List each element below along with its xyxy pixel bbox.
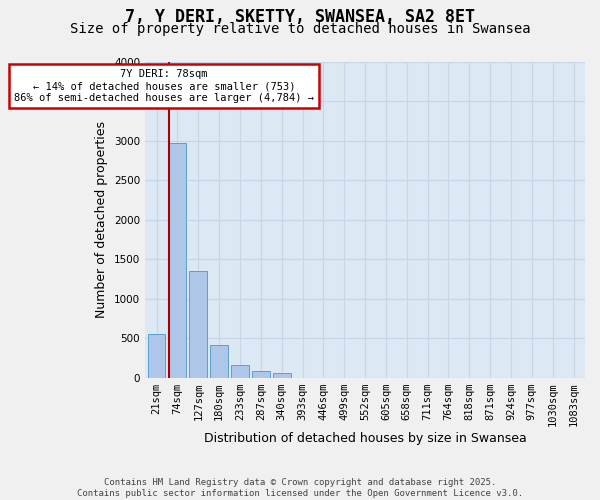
X-axis label: Distribution of detached houses by size in Swansea: Distribution of detached houses by size …: [204, 432, 526, 445]
Text: 7, Y DERI, SKETTY, SWANSEA, SA2 8ET: 7, Y DERI, SKETTY, SWANSEA, SA2 8ET: [125, 8, 475, 26]
Text: 7Y DERI: 78sqm
← 14% of detached houses are smaller (753)
86% of semi-detached h: 7Y DERI: 78sqm ← 14% of detached houses …: [14, 70, 314, 102]
Bar: [169, 143, 187, 378]
Bar: [273, 374, 290, 378]
Text: Size of property relative to detached houses in Swansea: Size of property relative to detached ho…: [70, 22, 530, 36]
Bar: [231, 365, 249, 378]
Text: Contains HM Land Registry data © Crown copyright and database right 2025.
Contai: Contains HM Land Registry data © Crown c…: [77, 478, 523, 498]
Bar: [252, 371, 270, 378]
Bar: [148, 334, 166, 378]
Bar: [211, 344, 228, 378]
Bar: [190, 271, 207, 378]
Y-axis label: Number of detached properties: Number of detached properties: [95, 121, 109, 318]
